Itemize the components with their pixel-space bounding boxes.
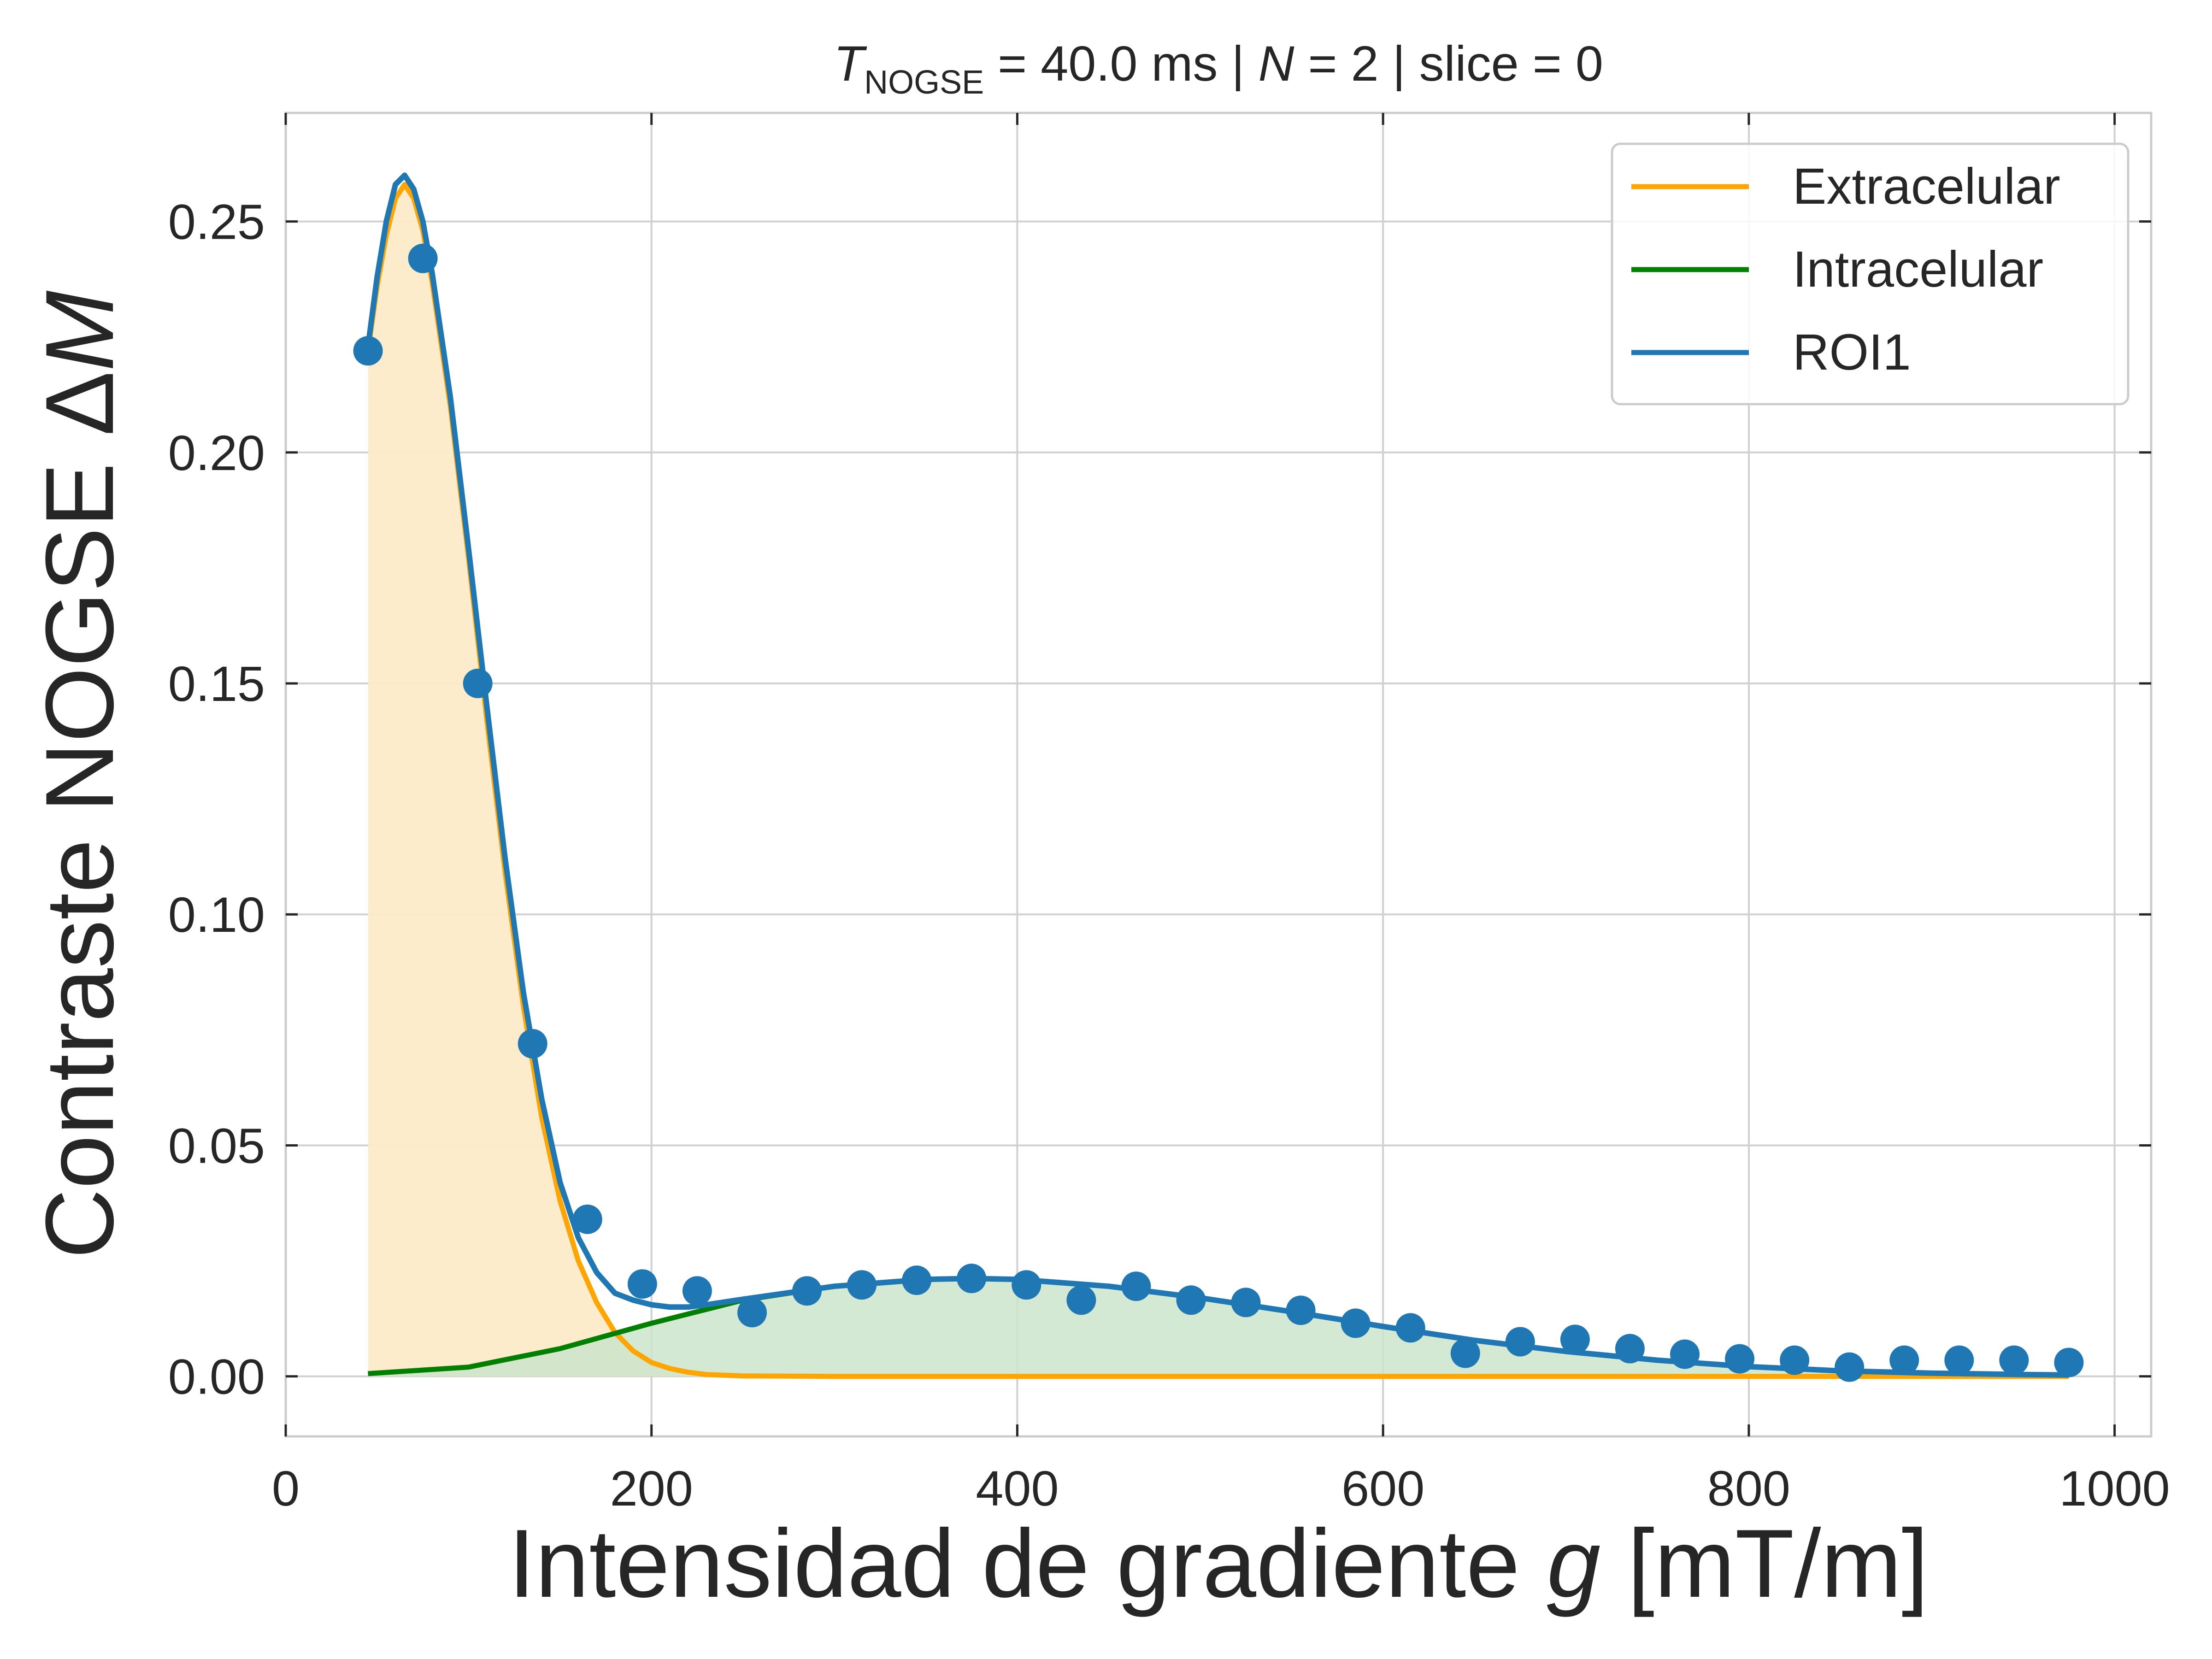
roi1-data-point [1889, 1345, 1919, 1375]
y-axis-label: Contraste NOGSE ΔM [25, 291, 134, 1259]
y-tick-label: 0.05 [168, 1118, 265, 1173]
area-fills [368, 184, 2069, 1377]
x-axis-label-suffix: [mT/m] [1600, 1509, 1929, 1618]
x-tick-label: 400 [976, 1460, 1059, 1516]
title-part1: = 40.0 ms | [984, 35, 1258, 91]
roi1-data-point [1286, 1295, 1316, 1325]
roi1-data-point [1999, 1345, 2029, 1375]
roi1-data-point [957, 1264, 987, 1294]
roi1-data-point [902, 1265, 932, 1295]
legend-label-intracelular: Intracelular [1793, 241, 2043, 298]
x-axis-label: Intensidad de gradiente g [mT/m] [508, 1509, 1929, 1618]
roi1-data-point [792, 1276, 822, 1306]
chart-title: TNOGSE = 40.0 ms | N = 2 | slice = 0 [834, 35, 1603, 101]
roi1-data-point [1121, 1271, 1151, 1301]
roi1-data-point [1725, 1344, 1755, 1374]
x-tick-label: 600 [1341, 1460, 1424, 1516]
title-n-symbol: N [1258, 35, 1294, 91]
x-tick-label: 800 [1707, 1460, 1790, 1516]
roi1-data-point [737, 1298, 767, 1328]
title-subscript: NOGSE [864, 64, 984, 101]
y-tick-label: 0.10 [168, 887, 265, 942]
title-part2: = 2 | slice = 0 [1294, 35, 1603, 91]
roi1-data-point [518, 1029, 547, 1059]
x-tick-label: 1000 [2059, 1460, 2170, 1516]
roi1-data-point [1450, 1338, 1480, 1368]
roi1-data-point [1615, 1334, 1645, 1364]
legend-box [1611, 142, 2130, 406]
legend-label-extracelular: Extracelular [1793, 158, 2060, 215]
roi1-data-point [1176, 1285, 1206, 1315]
roi1-data-point [1395, 1313, 1425, 1343]
legend-label-roi1: ROI1 [1793, 324, 1911, 381]
roi1-data-point [408, 243, 438, 273]
roi1-data-point [1835, 1352, 1865, 1382]
y-axis-label-text: Contraste NOGSE Δ [25, 371, 134, 1259]
title-symbol: T [834, 35, 867, 91]
y-tick-label: 0.20 [168, 425, 265, 481]
roi1-data-point [1066, 1285, 1096, 1315]
roi1-data-point [1341, 1308, 1371, 1338]
axis-ticks: 0 200 400 600 800 1000 0.00 0.05 0.10 0.15 0.20 0.2… [168, 113, 2170, 1516]
extracelular-area [368, 184, 2069, 1377]
roi1-data-point [1780, 1345, 1810, 1375]
y-tick-label: 0.00 [168, 1349, 265, 1405]
roi1-data-point [1560, 1324, 1590, 1354]
intracelular-area [368, 1278, 2069, 1377]
roi1-data-point [1231, 1288, 1261, 1318]
roi1-data-point [1944, 1345, 1974, 1375]
x-tick-label: 0 [272, 1460, 300, 1516]
roi1-data-point [1505, 1327, 1535, 1357]
x-axis-label-text: Intensidad de gradiente [508, 1509, 1547, 1618]
roi1-data-point [572, 1204, 602, 1234]
roi1-data-point [682, 1276, 712, 1306]
y-tick-label: 0.25 [168, 194, 265, 250]
data-points [353, 243, 2084, 1382]
plot-frame [284, 112, 2153, 1438]
legend: Extracelular Intracelular ROI1 [1611, 142, 2130, 406]
roi1-data-point [847, 1270, 877, 1300]
roi1-data-point [627, 1269, 657, 1299]
roi1-data-point [353, 336, 383, 366]
y-axis-label-italic: M [25, 291, 134, 371]
roi1-data-point [463, 669, 493, 699]
roi1-data-point [1670, 1339, 1700, 1369]
x-axis-label-italic: g [1547, 1509, 1601, 1618]
roi1-data-point [2054, 1347, 2084, 1377]
y-tick-label: 0.15 [168, 656, 265, 712]
x-tick-label: 200 [610, 1460, 693, 1516]
roi1-data-point [1012, 1270, 1041, 1300]
